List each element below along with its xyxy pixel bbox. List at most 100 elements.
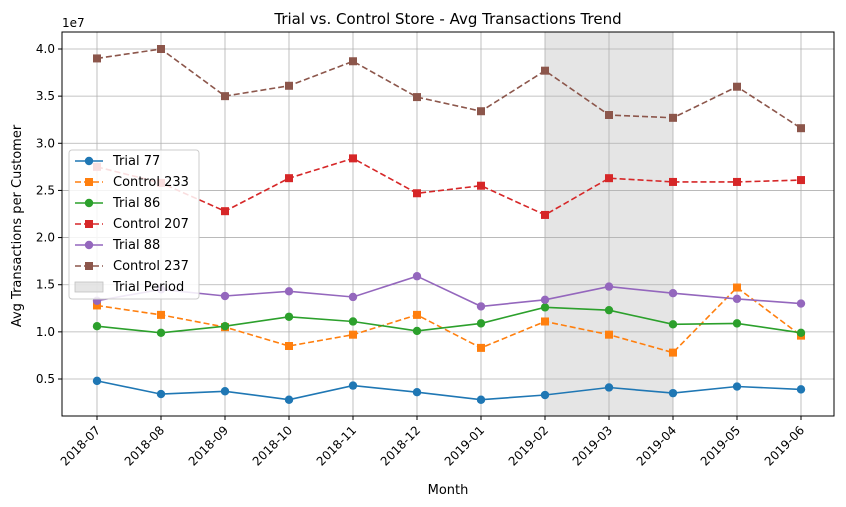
- data-point: [413, 93, 421, 102]
- legend: Trial 77 Control 233 Trial 86 Control 207 Tr…: [68, 149, 200, 300]
- data-point: [284, 395, 294, 404]
- y-tick-label: 2.5: [36, 183, 55, 197]
- legend-label: Control 233: [113, 175, 189, 190]
- x-tick-label: 2018-07: [58, 423, 103, 468]
- data-point: [668, 320, 678, 329]
- plot-frame: [61, 31, 835, 417]
- legend-marker: [85, 262, 93, 270]
- data-point: [93, 54, 101, 63]
- y-scale-label: 1e7: [62, 16, 85, 30]
- data-point: [477, 181, 485, 190]
- series-line: [96, 380, 802, 401]
- data-point: [605, 330, 613, 339]
- data-point: [348, 317, 358, 326]
- series-line: [96, 275, 802, 308]
- x-tick-label: 2019-04: [634, 423, 679, 468]
- data-point: [348, 381, 358, 390]
- legend-label: Trial 88: [112, 238, 160, 253]
- x-tick-label: 2019-02: [506, 423, 551, 468]
- legend-box: [68, 149, 200, 300]
- y-tick-label: 1.5: [36, 278, 55, 292]
- data-point: [348, 292, 358, 302]
- legend-label: Trial Period: [112, 280, 184, 295]
- x-tick-label: 2018-08: [122, 423, 167, 468]
- legend-marker: [85, 178, 93, 186]
- legend-label: Control 207: [113, 217, 189, 232]
- data-point: [157, 45, 165, 53]
- data-point: [605, 111, 613, 119]
- data-point: [92, 376, 102, 386]
- data-point: [285, 81, 293, 90]
- data-point: [541, 317, 549, 326]
- y-axis-label: Avg Transactions per Customer: [10, 124, 25, 327]
- data-point: [732, 382, 742, 391]
- data-point: [540, 295, 550, 304]
- data-point: [476, 395, 486, 404]
- y-tick-label: 2.0: [36, 231, 55, 245]
- data-point: [796, 385, 806, 394]
- data-point: [540, 303, 550, 312]
- data-point: [221, 92, 229, 101]
- data-point: [733, 177, 741, 186]
- data-point: [540, 390, 550, 400]
- y-tick-label: 4.0: [36, 42, 55, 56]
- legend-label: Control 237: [113, 259, 189, 274]
- series-line: [96, 157, 802, 216]
- data-point: [413, 189, 421, 198]
- chart-title: Trial vs. Control Store - Avg Transactio…: [273, 10, 621, 28]
- data-point: [669, 113, 677, 122]
- data-point: [476, 302, 486, 311]
- data-point: [796, 299, 806, 308]
- legend-marker: [84, 240, 94, 250]
- x-tick-label: 2019-03: [570, 423, 615, 468]
- data-point: [797, 124, 805, 133]
- data-point: [412, 272, 422, 281]
- data-point: [604, 305, 614, 315]
- data-point: [349, 57, 357, 66]
- data-point: [220, 291, 230, 301]
- data-point: [412, 388, 422, 397]
- data-point: [285, 174, 293, 183]
- data-point: [541, 210, 549, 219]
- y-tick-label: 3.5: [36, 89, 55, 103]
- data-point: [92, 322, 102, 331]
- x-tick-label: 2018-10: [250, 423, 295, 468]
- y-tick-label: 3.0: [36, 136, 55, 150]
- data-point: [668, 289, 678, 298]
- data-point: [477, 107, 485, 116]
- data-point: [605, 174, 613, 183]
- series-line: [96, 286, 802, 354]
- data-point: [476, 319, 486, 328]
- data-point: [541, 66, 549, 75]
- data-point: [669, 177, 677, 186]
- data-point: [732, 294, 742, 304]
- data-point: [797, 176, 805, 185]
- data-point: [413, 310, 421, 319]
- series-line: [96, 48, 802, 129]
- x-tick-label: 2019-01: [442, 423, 487, 468]
- data-point: [156, 389, 166, 399]
- data-point: [732, 319, 742, 328]
- x-tick-label: 2018-12: [378, 423, 423, 468]
- data-point: [668, 388, 678, 398]
- data-point: [733, 283, 741, 292]
- data-point: [796, 328, 806, 337]
- data-point: [284, 287, 294, 296]
- legend-trial-swatch: [74, 281, 104, 293]
- data-point: [733, 82, 741, 91]
- x-tick-label: 2018-11: [314, 423, 359, 468]
- legend-marker: [84, 198, 94, 208]
- data-point: [349, 330, 357, 339]
- y-tick-label: 0.5: [36, 372, 55, 386]
- series-line: [96, 306, 802, 334]
- legend-marker: [84, 156, 94, 166]
- data-point: [284, 312, 294, 321]
- data-point: [285, 342, 293, 350]
- data-point: [156, 328, 166, 337]
- data-point: [93, 301, 101, 310]
- x-axis-label: Month: [428, 483, 469, 498]
- data-point: [157, 310, 165, 319]
- x-tick-label: 2019-06: [762, 423, 807, 468]
- data-point: [477, 343, 485, 352]
